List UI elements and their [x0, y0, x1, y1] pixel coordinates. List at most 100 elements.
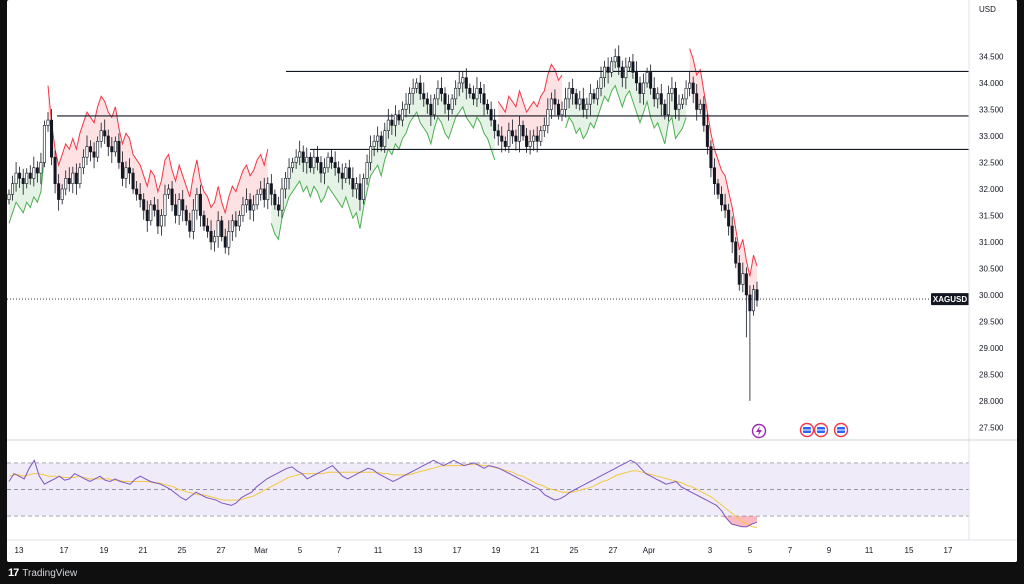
candle-body[interactable]	[677, 103, 681, 110]
candle-body[interactable]	[379, 135, 383, 147]
rsi-ma-line[interactable]	[8, 463, 758, 528]
candle-body[interactable]	[588, 93, 592, 105]
candle-body[interactable]	[741, 273, 745, 285]
candle-body[interactable]	[220, 220, 224, 237]
candle-body[interactable]	[170, 188, 174, 206]
candle-body[interactable]	[135, 188, 139, 195]
candle-body[interactable]	[475, 87, 479, 100]
candle-body[interactable]	[595, 87, 599, 100]
candle-body[interactable]	[227, 231, 231, 248]
brand-name[interactable]: TradingView	[22, 567, 78, 579]
candle-body[interactable]	[60, 188, 64, 200]
candle-body[interactable]	[89, 146, 93, 153]
candle-body[interactable]	[549, 98, 553, 110]
candle-body[interactable]	[262, 188, 266, 200]
candle-body[interactable]	[634, 72, 638, 84]
candle-body[interactable]	[50, 119, 54, 158]
candle-body[interactable]	[624, 66, 628, 78]
candle-body[interactable]	[684, 87, 688, 100]
candle-body[interactable]	[298, 151, 302, 158]
candle-body[interactable]	[464, 77, 468, 89]
candle-body[interactable]	[556, 103, 560, 116]
candle-body[interactable]	[720, 193, 724, 206]
candle-body[interactable]	[333, 162, 337, 169]
candle-body[interactable]	[613, 56, 617, 63]
candle-body[interactable]	[705, 125, 709, 147]
candle-body[interactable]	[230, 220, 234, 232]
candle-body[interactable]	[603, 66, 607, 78]
candle-body[interactable]	[358, 183, 362, 200]
candle-body[interactable]	[681, 98, 685, 105]
candle-body[interactable]	[454, 87, 458, 100]
candle-body[interactable]	[330, 156, 334, 163]
candle-body[interactable]	[439, 87, 443, 94]
candle-body[interactable]	[610, 61, 614, 73]
candle-body[interactable]	[585, 103, 589, 110]
price-chart[interactable]: 34.21833.37832.74633.66631.358 XAGUSD29.…	[7, 0, 1017, 562]
candle-body[interactable]	[376, 135, 380, 142]
candle-body[interactable]	[546, 109, 550, 126]
candle-body[interactable]	[450, 98, 454, 110]
candle-body[interactable]	[46, 119, 50, 126]
candle-body[interactable]	[422, 93, 426, 100]
candle-body[interactable]	[436, 87, 440, 100]
candle-body[interactable]	[71, 172, 75, 184]
candle-body[interactable]	[92, 151, 96, 158]
candle-body[interactable]	[266, 183, 270, 200]
candle-body[interactable]	[415, 82, 419, 89]
candle-body[interactable]	[35, 167, 39, 174]
candle-body[interactable]	[425, 98, 429, 105]
candle-body[interactable]	[99, 130, 103, 142]
candle-body[interactable]	[81, 156, 85, 169]
candle-body[interactable]	[592, 93, 596, 100]
candle-body[interactable]	[521, 125, 525, 137]
candle-body[interactable]	[14, 172, 18, 184]
candle-body[interactable]	[323, 167, 327, 174]
candle-body[interactable]	[532, 135, 536, 142]
candle-body[interactable]	[631, 61, 635, 73]
candle-body[interactable]	[429, 103, 433, 116]
candle-body[interactable]	[386, 119, 390, 131]
candle-body[interactable]	[305, 156, 309, 163]
candle-body[interactable]	[113, 140, 117, 153]
candle-body[interactable]	[564, 98, 568, 110]
candle-body[interactable]	[400, 109, 404, 121]
candle-body[interactable]	[486, 103, 490, 110]
candle-body[interactable]	[503, 140, 507, 147]
candle-body[interactable]	[553, 98, 557, 105]
candle-body[interactable]	[269, 183, 273, 195]
candle-body[interactable]	[245, 199, 249, 206]
candle-body[interactable]	[21, 178, 25, 184]
candle-body[interactable]	[276, 204, 280, 211]
candle-body[interactable]	[120, 162, 124, 179]
candle-body[interactable]	[163, 193, 167, 216]
candle-body[interactable]	[383, 130, 387, 147]
candle-body[interactable]	[560, 109, 564, 116]
rsi-layer[interactable]: 80.0060.0040.0025.3221.36	[7, 446, 1015, 535]
candle-body[interactable]	[216, 220, 220, 237]
candle-body[interactable]	[642, 82, 646, 94]
candle-body[interactable]	[96, 140, 100, 158]
candle-body[interactable]	[142, 199, 146, 211]
candle-body[interactable]	[673, 87, 677, 110]
candle-body[interactable]	[574, 93, 578, 105]
candle-body[interactable]	[496, 130, 500, 137]
candle-body[interactable]	[167, 188, 171, 195]
candle-body[interactable]	[42, 125, 46, 163]
candle-body[interactable]	[525, 135, 529, 147]
candle-body[interactable]	[744, 273, 748, 296]
candle-body[interactable]	[255, 193, 259, 206]
candle-body[interactable]	[411, 87, 415, 94]
candle-body[interactable]	[397, 114, 401, 121]
tradingview-logo-icon[interactable]: 17	[8, 567, 19, 579]
candle-body[interactable]	[688, 82, 692, 89]
candle-body[interactable]	[393, 114, 397, 126]
candle-body[interactable]	[273, 193, 277, 206]
candle-body[interactable]	[599, 77, 603, 89]
candle-body[interactable]	[128, 167, 132, 174]
candle-body[interactable]	[195, 193, 199, 211]
candle-body[interactable]	[319, 162, 323, 174]
candle-body[interactable]	[727, 209, 731, 227]
candle-body[interactable]	[620, 66, 624, 78]
candle-body[interactable]	[32, 167, 36, 179]
